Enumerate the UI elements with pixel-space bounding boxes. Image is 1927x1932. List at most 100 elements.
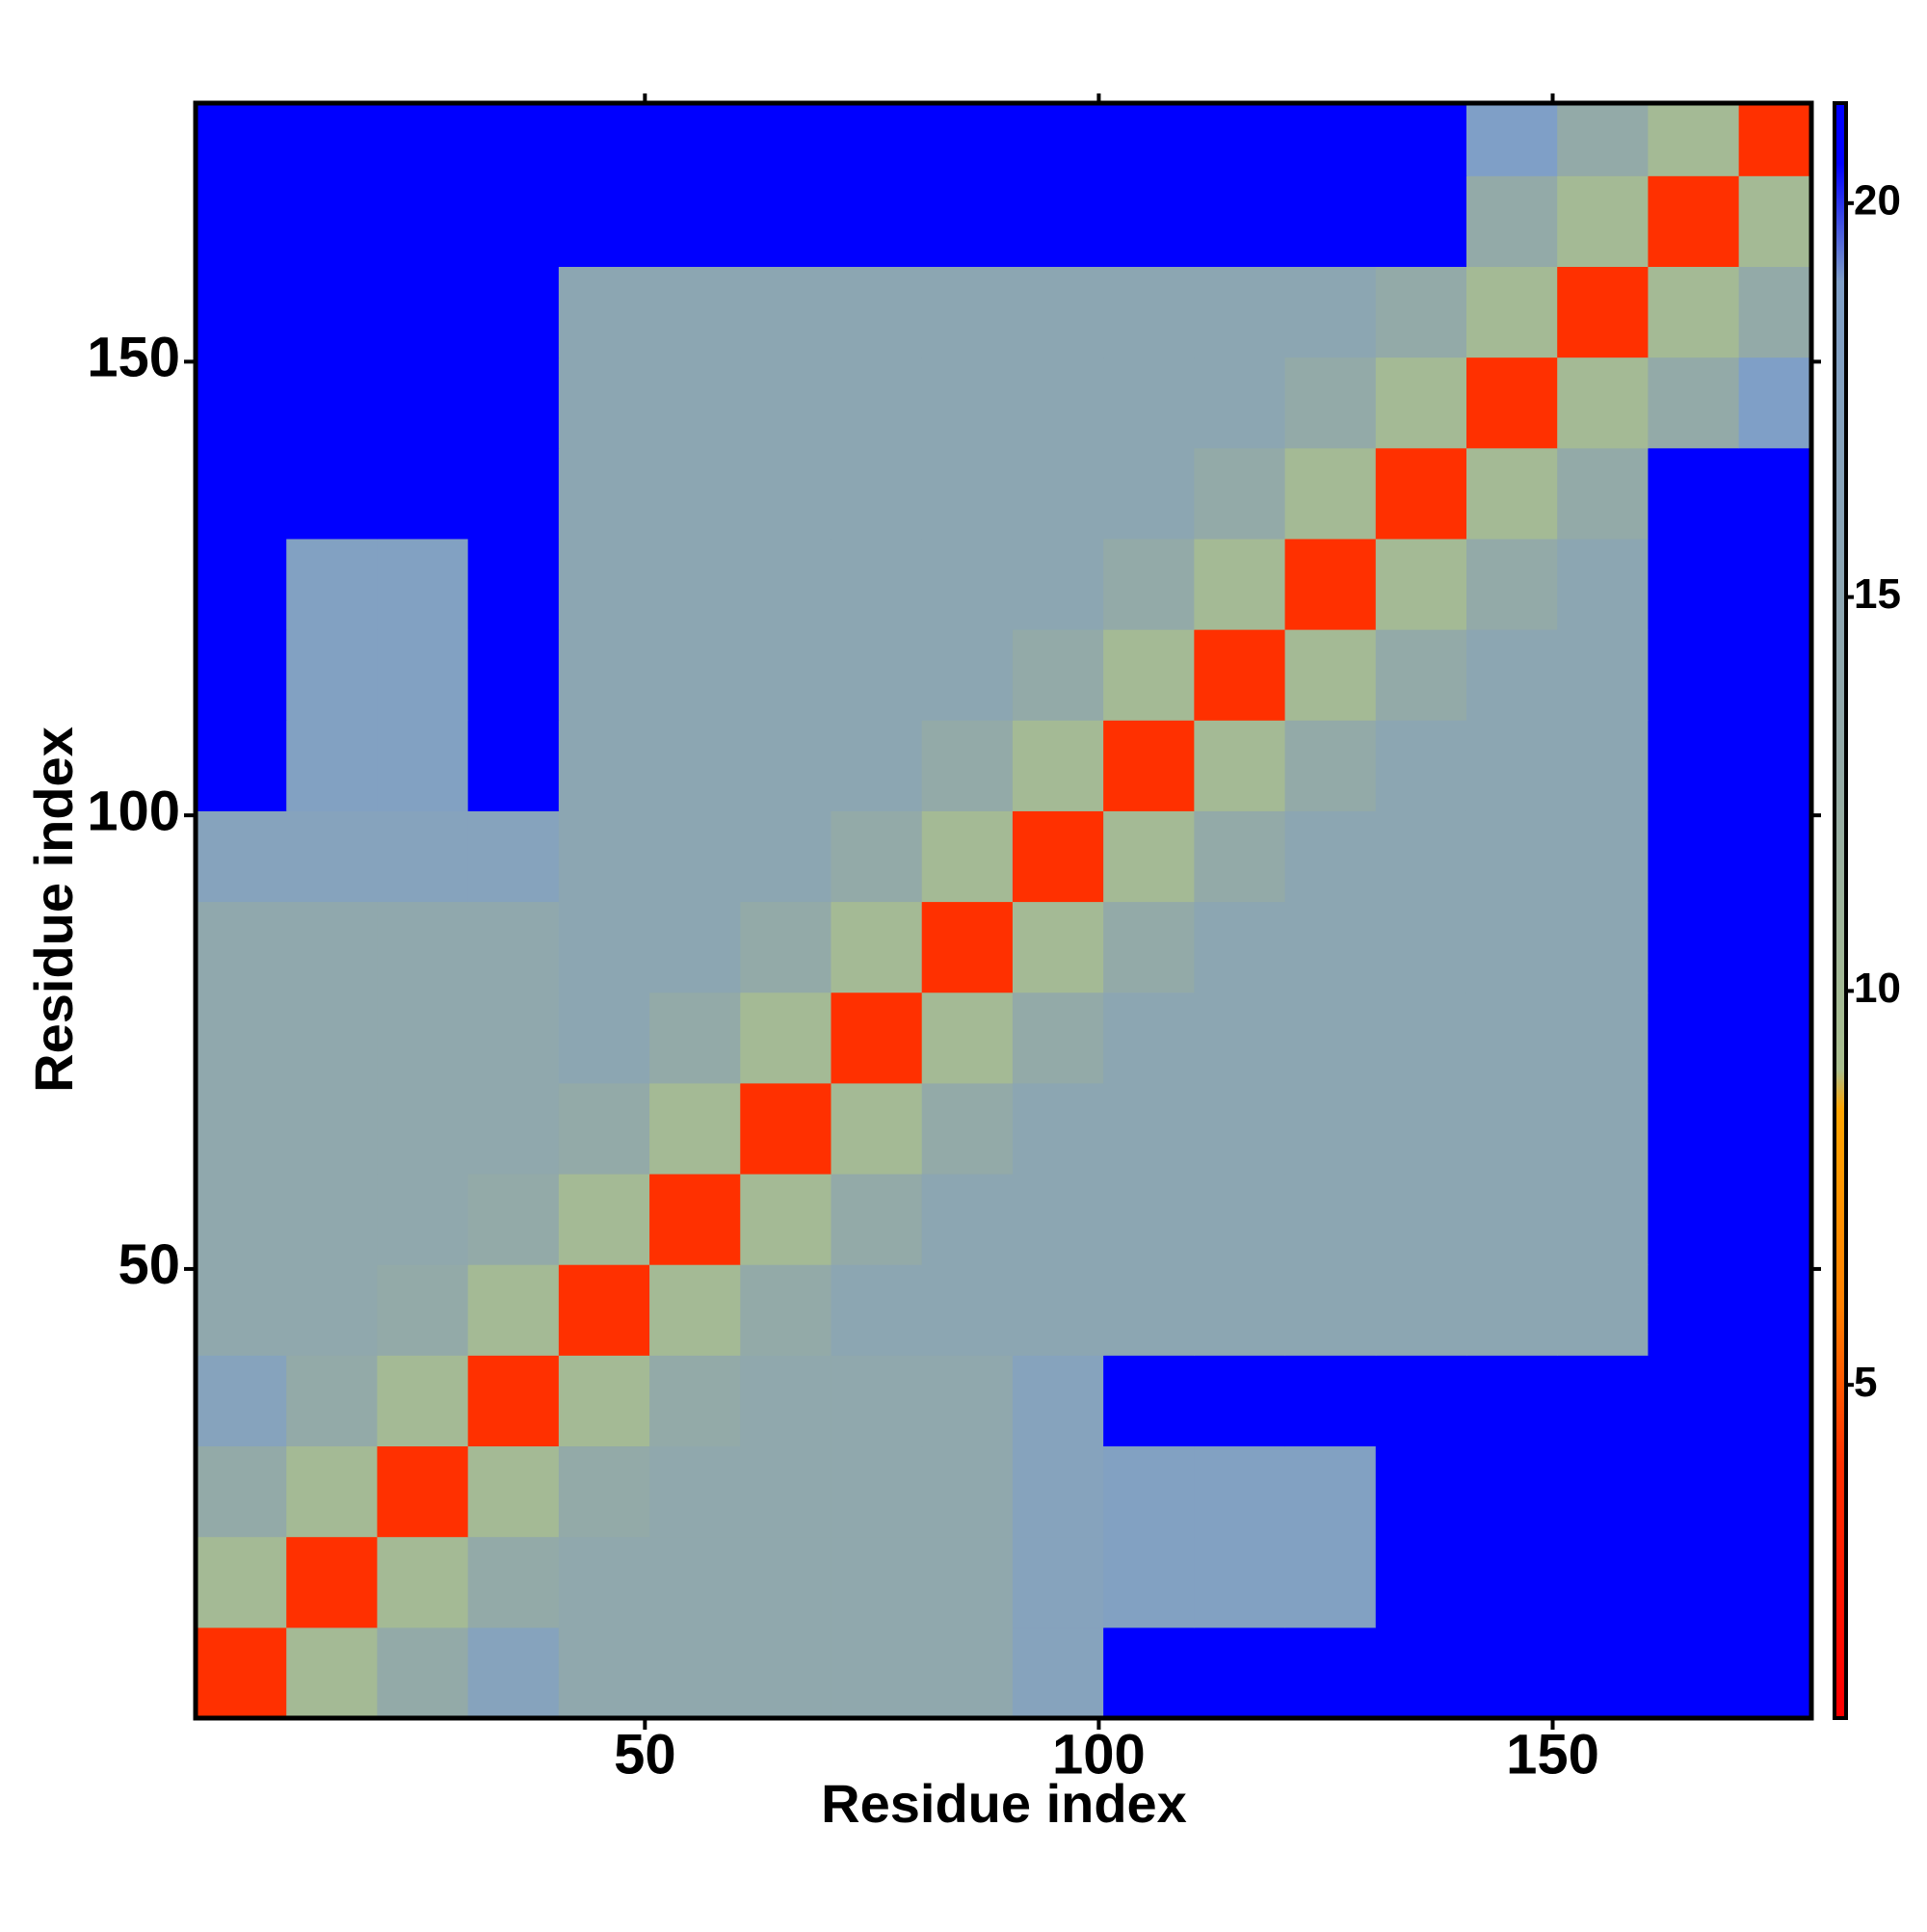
heatmap-cell [649,266,741,358]
heatmap-cell [1648,447,1740,540]
heatmap-cell [1648,1082,1740,1175]
heatmap-cell [1465,629,1558,721]
heatmap-cell [558,992,650,1084]
heatmap-cell [1648,1445,1740,1538]
heatmap-cell [921,538,1014,630]
heatmap-cell [286,175,378,267]
heatmap-cell [196,1355,287,1447]
heatmap-cell [649,1445,741,1538]
heatmap-cell [1375,720,1467,811]
heatmap-cell [467,629,560,721]
heatmap-cell [1557,103,1649,176]
heatmap-cell [1375,266,1467,358]
heatmap-cell [1465,992,1558,1084]
heatmap-cell [1194,175,1286,267]
heatmap-cell [558,1536,650,1628]
heatmap-cell [1012,538,1104,630]
heatmap-cell [921,720,1014,811]
heatmap-cell [1103,266,1195,358]
heatmap-cell [1375,357,1467,449]
heatmap-cell [740,1082,832,1175]
heatmap-cell [196,810,287,903]
heatmap-cell [831,538,923,630]
heatmap-cell [740,357,832,449]
heatmap-cell [1738,1082,1812,1175]
heatmap-cell [831,1082,923,1175]
heatmap-cell [286,357,378,449]
heatmap-cell [1465,901,1558,993]
x-tick-label: 150 [1506,1723,1599,1786]
heatmap-cell [286,1174,378,1265]
x-tick-label: 50 [614,1723,676,1786]
heatmap-cell [1465,1174,1558,1265]
heatmap-cell [286,720,378,811]
heatmap-cell [1738,720,1812,811]
heatmap-cell [740,1355,832,1447]
heatmap-cell [649,720,741,811]
heatmap-cell [558,175,650,267]
heatmap-cell [1738,1355,1812,1447]
y-tick-label: 100 [87,780,180,842]
heatmap-cell [831,1445,923,1538]
heatmap-cell [1284,103,1377,176]
heatmap-cell [196,1445,287,1538]
heatmap-cell [196,720,287,811]
heatmap-cell [1375,1264,1467,1356]
heatmap-cell [377,629,469,721]
heatmap-cell [1375,1355,1467,1447]
heatmap-cell [1738,1264,1812,1356]
heatmap-cell [196,1627,287,1719]
heatmap-cell [377,1627,469,1719]
heatmap-cell [1738,1445,1812,1538]
heatmap-cell [1284,720,1377,811]
heatmap-cell [1012,103,1104,176]
heatmap-cell [1194,1174,1286,1265]
heatmap-cell [1738,629,1812,721]
heatmap-cell [286,810,378,903]
heatmap-cell [1194,720,1286,811]
heatmap-cell [1557,175,1649,267]
heatmap-cell [1557,1536,1649,1628]
heatmap-cell [1284,810,1377,903]
heatmap-cell [558,1355,650,1447]
heatmap-cell [649,175,741,267]
heatmap-cell [1375,901,1467,993]
heatmap-cell [467,1445,560,1538]
heatmap-cell [649,357,741,449]
heatmap-cell [1648,901,1740,993]
heatmap-cell [1375,103,1467,176]
heatmap-cell [1557,266,1649,358]
heatmap-cell [558,810,650,903]
heatmap-cell [1012,1174,1104,1265]
heatmap-cell [1194,1264,1286,1356]
y-tick-label: 150 [87,327,180,389]
heatmap-cell [467,447,560,540]
heatmap-cell [467,1174,560,1265]
heatmap-cell [1557,357,1649,449]
heatmap-cell [649,1174,741,1265]
heatmap-cell [1375,992,1467,1084]
heatmap-cell [1103,810,1195,903]
heatmap-cell [1557,1627,1649,1719]
heatmap-cell [921,1082,1014,1175]
heatmap-cell [831,447,923,540]
heatmap-cell [740,538,832,630]
heatmap-cell [377,357,469,449]
heatmap-cell [558,1082,650,1175]
heatmap-cell [377,992,469,1084]
heatmap-cell [1648,1355,1740,1447]
heatmap-cell [1284,1355,1377,1447]
heatmap-cell [1738,447,1812,540]
heatmap-cell [1194,1536,1286,1628]
heatmap-cell [831,266,923,358]
plot-frame [193,100,1814,1721]
heatmap-cell [649,992,741,1084]
heatmap-cell [377,1082,469,1175]
heatmap-cell [467,901,560,993]
heatmap-cell [740,1627,832,1719]
heatmap-cell [196,629,287,721]
heatmap-cell [1012,1082,1104,1175]
heatmap-cell [1012,629,1104,721]
y-axis-title: Residue index [23,727,84,1093]
heatmap-cell [1375,1082,1467,1175]
